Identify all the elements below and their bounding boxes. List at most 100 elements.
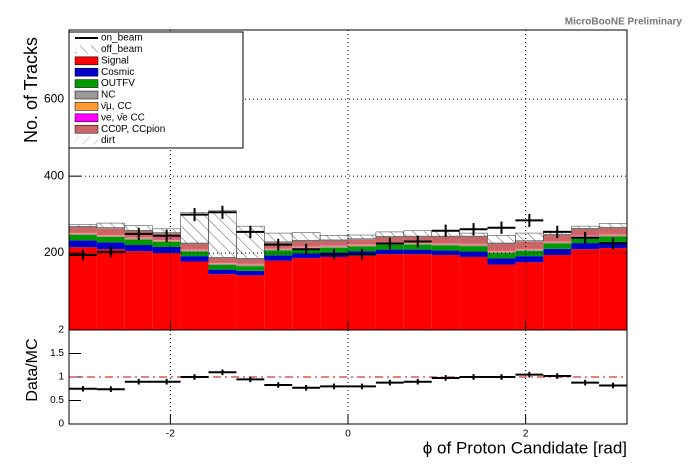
stack-segment — [96, 235, 125, 236]
stack-segment — [347, 234, 377, 240]
stack-segment — [459, 246, 488, 252]
stack-segment — [403, 249, 432, 255]
stack-segment — [487, 264, 516, 330]
legend-label: Cosmic — [101, 67, 134, 78]
stack-segment — [487, 258, 516, 265]
stack-segment — [571, 243, 600, 250]
stack-segment — [459, 236, 488, 244]
stack-segment — [543, 248, 572, 255]
stack-segment — [208, 263, 237, 265]
stack-segment — [208, 274, 237, 330]
stack-segment — [487, 235, 516, 244]
stack-segment — [69, 247, 97, 330]
stack-segment — [96, 228, 125, 235]
stack-segment — [431, 244, 460, 246]
stack-segment — [543, 255, 572, 330]
stack-segment — [152, 253, 181, 330]
stack-segment — [598, 223, 628, 228]
stack-segment — [96, 222, 126, 228]
stack-segment — [515, 248, 544, 250]
stack-segment — [375, 249, 404, 255]
header: MicroBooNE Preliminary — [565, 17, 683, 28]
stack-segment — [543, 241, 572, 243]
stack-segment — [180, 256, 209, 262]
y-tick-label: 1.5 — [50, 348, 64, 359]
stack-segment — [459, 251, 488, 257]
legend-label: νe, ν̄e CC — [101, 112, 145, 123]
stack-segment — [96, 249, 125, 330]
plot-frame — [68, 329, 628, 425]
y-axis-title: No. of Tracks — [21, 37, 41, 143]
stack-segment — [320, 246, 348, 248]
x-tick-label: 0 — [345, 429, 351, 440]
stack-segment — [515, 256, 544, 263]
stack-segment — [292, 253, 321, 259]
stack-segment — [515, 249, 544, 251]
stack-segment — [431, 236, 460, 244]
stack-segment — [320, 240, 348, 246]
stack-segment — [459, 245, 488, 247]
stack-segment — [571, 249, 600, 330]
stack-segment — [348, 245, 376, 247]
stack-segment — [236, 275, 265, 330]
legend-swatch — [74, 67, 99, 77]
legend-swatch — [74, 90, 99, 100]
stack-segment — [236, 259, 265, 264]
stack-segment — [459, 256, 488, 330]
stack-segment — [487, 251, 516, 252]
stack-segment — [403, 230, 432, 237]
stack-segment — [459, 244, 488, 245]
stack-segment — [348, 255, 376, 330]
stack-segment — [543, 243, 572, 249]
x-tick-label: -2 — [166, 429, 175, 440]
stack-segment — [124, 251, 153, 330]
stack-segment — [599, 228, 627, 235]
stack-segment — [69, 240, 97, 248]
stack-segment — [515, 241, 544, 249]
stack-segment — [319, 235, 349, 241]
legend-label: OUTFV — [101, 78, 135, 89]
y-tick-label: 1 — [58, 372, 64, 383]
stack-segment — [69, 227, 97, 233]
stack-segment — [96, 242, 125, 250]
legend-swatch — [74, 56, 99, 66]
stack-segment — [431, 243, 460, 245]
stack-segment — [236, 265, 265, 267]
stack-segment — [599, 234, 627, 236]
stack-segment — [292, 241, 321, 247]
legend-label: NC — [101, 90, 115, 101]
legend-label: ν̄μ, CC — [101, 101, 132, 112]
stack-segment — [69, 235, 97, 241]
legend-swatch — [75, 45, 98, 54]
stack-segment — [431, 255, 460, 330]
stack-segment — [543, 242, 572, 244]
stack-segment — [487, 243, 516, 251]
stack-segment — [152, 241, 181, 247]
stack-segment — [69, 233, 97, 235]
stack-segment — [152, 246, 181, 254]
stack-segment — [515, 232, 544, 242]
legend-swatch — [74, 113, 99, 123]
stack-segment — [124, 245, 153, 252]
legend-swatch — [74, 124, 99, 134]
ratio-y-axis-title: Data/MC — [24, 338, 41, 401]
stack-segment — [236, 264, 265, 265]
legend-label: CC0P, CCpion — [101, 124, 165, 135]
y-tick-label: 600 — [44, 91, 64, 105]
stack-segment — [208, 269, 237, 275]
stack-segment — [431, 245, 460, 251]
stack-segment — [96, 236, 125, 243]
stack-segment — [348, 244, 376, 246]
y-tick-label: 0 — [58, 419, 64, 430]
x-axis-title: ϕ of Proton Candidate [rad] — [423, 438, 627, 457]
stack-segment — [180, 261, 209, 330]
stack-segment — [292, 258, 321, 330]
y-tick-label: 2 — [58, 325, 64, 336]
stack-segment — [180, 243, 209, 250]
stack-segment — [375, 231, 405, 237]
legend-label: off_beam — [101, 44, 143, 55]
stack-segment — [236, 270, 265, 276]
stack-segment — [68, 224, 98, 227]
y-tick-label: 0.5 — [50, 395, 64, 406]
